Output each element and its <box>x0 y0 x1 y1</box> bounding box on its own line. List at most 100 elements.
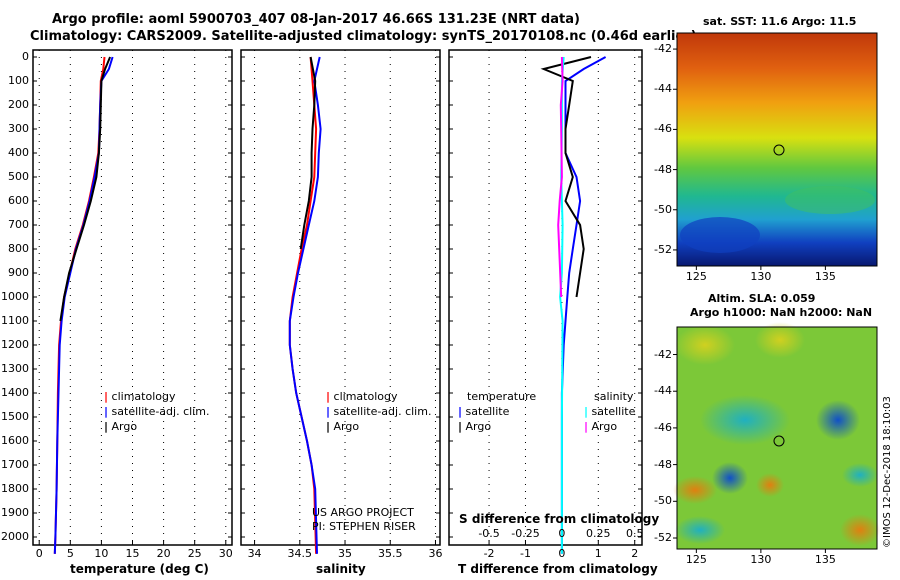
depth-tick-label: 1400 <box>1 386 29 399</box>
sst-lat-label: -44 <box>654 82 672 96</box>
difference-frame <box>448 49 643 546</box>
salinity-tick-label: 34.5 <box>287 547 313 560</box>
sst-lat-label: -48 <box>654 162 672 176</box>
sla-lat-label: -44 <box>654 384 672 398</box>
sst-lon-label: 135 <box>814 270 836 283</box>
sal-diff-tick-label: -0.25 <box>511 527 540 540</box>
depth-tick-label: 600 <box>8 194 29 207</box>
sla-map-title-1: Altim. SLA: 0.059 <box>708 292 816 305</box>
series-line-argo <box>59 56 112 322</box>
temperature-tick-label: 15 <box>125 547 140 560</box>
sla-map <box>673 322 880 550</box>
series-line-salinity-argo <box>557 56 564 298</box>
salinity-tick-label: 35.5 <box>378 547 403 560</box>
sla-lat-label: -50 <box>654 494 672 508</box>
salinity-xlabel: salinity <box>316 562 366 576</box>
series-line-temperature-argo <box>540 56 592 298</box>
salinity-tick-label: 34 <box>247 547 262 560</box>
legend-climatology: climatology <box>333 390 398 403</box>
depth-tick-label: 0 <box>22 50 29 63</box>
sla-lon-label: 130 <box>750 553 772 566</box>
sla-lat-label: -52 <box>654 530 672 544</box>
legend-temperature-header: temperature <box>467 390 537 403</box>
sst-frame <box>676 32 878 267</box>
temperature-panel <box>32 49 233 554</box>
depth-tick-label: 500 <box>8 170 29 183</box>
credit-imos: ©IMOS 12-Dec-2018 18:10:03 <box>882 396 893 548</box>
sst-lon-label: 130 <box>750 270 772 283</box>
sla-lon-label: 135 <box>814 553 836 566</box>
legend-temp-argo: Argo <box>465 420 492 433</box>
sla-argo-location-marker <box>773 435 785 447</box>
sst-map <box>676 32 878 267</box>
difference-xlabel: T difference from climatology <box>458 562 658 576</box>
salinity-tick-label: 36 <box>428 547 443 560</box>
depth-tick-label: 1800 <box>1 482 29 495</box>
credit-pi: PI: STEPHEN RISER <box>312 520 416 533</box>
series-line-temperature-satellite <box>560 56 607 554</box>
depth-tick-label: 2000 <box>1 530 29 543</box>
depth-tick-label: 800 <box>8 242 29 255</box>
difference-slabel: S difference from climatology <box>459 512 660 526</box>
depth-tick-label: 1100 <box>1 314 29 327</box>
sal-diff-tick-label: -0.5 <box>478 527 500 540</box>
sst-lon-label: 125 <box>685 270 707 283</box>
depth-tick-label: 900 <box>8 266 29 279</box>
credit-project: US ARGO PROJECT <box>312 506 414 519</box>
salinity-frame <box>240 49 441 546</box>
sla-lon-label: 125 <box>685 553 707 566</box>
sst-cold-patch <box>680 217 760 253</box>
legend-salinity-header: salinity <box>594 390 634 403</box>
legend-satellite: satellite-adj. clim. <box>111 405 210 418</box>
temp-diff-tick-label: -2 <box>483 547 495 560</box>
series-line-satellite-adj-clim- <box>288 56 322 554</box>
depth-tick-label: 1200 <box>1 338 29 351</box>
title-line-2: Climatology: CARS2009. Satellite-adjuste… <box>30 29 697 44</box>
legend-satellite: satellite-adj. clim. <box>333 405 432 418</box>
temp-diff-tick-label: 0 <box>558 547 566 560</box>
depth-tick-label: 1900 <box>1 506 29 519</box>
legend-sal-argo: Argo <box>591 420 618 433</box>
temperature-tick-label: 20 <box>156 547 171 560</box>
sal-diff-tick-label: 0.5 <box>625 527 644 540</box>
legend-argo: Argo <box>111 420 138 433</box>
depth-tick-label: 1300 <box>1 362 29 375</box>
salinity-tick-label: 35 <box>338 547 353 560</box>
temperature-tick-label: 5 <box>66 547 74 560</box>
sst-lat-label: -52 <box>654 242 672 256</box>
sst-map-title: sat. SST: 11.6 Argo: 11.5 <box>703 15 857 28</box>
depth-tick-label: 1600 <box>1 434 29 447</box>
salinity-panel <box>240 49 441 554</box>
depth-tick-label: 1000 <box>1 290 29 303</box>
series-line-argo <box>299 56 317 250</box>
sst-lat-label: -50 <box>654 202 672 216</box>
difference-panel <box>448 49 643 554</box>
temperature-tick-label: 30 <box>218 547 233 560</box>
depth-tick-label: 300 <box>8 122 29 135</box>
sla-map-title-2: Argo h1000: NaN h2000: NaN <box>690 306 873 319</box>
depth-tick-label: 400 <box>8 146 29 159</box>
title-line-1: Argo profile: aoml 5900703_407 08-Jan-20… <box>52 12 580 27</box>
legend-climatology: climatology <box>111 390 176 403</box>
legend-temp-satellite: satellite <box>465 405 510 418</box>
sla-lat-label: -46 <box>654 420 672 434</box>
sst-lat-label: -42 <box>654 42 672 56</box>
sst-argo-location-marker <box>773 144 785 156</box>
sal-diff-tick-label: 0.25 <box>586 527 611 540</box>
depth-tick-label: 200 <box>8 98 29 111</box>
depth-tick-label: 1700 <box>1 458 29 471</box>
temp-diff-tick-label: 1 <box>594 547 602 560</box>
temperature-xlabel: temperature (deg C) <box>70 562 209 576</box>
sal-diff-tick-label: 0 <box>558 527 566 540</box>
temp-diff-tick-label: -1 <box>519 547 531 560</box>
sla-frame <box>676 326 878 550</box>
depth-tick-label: 700 <box>8 218 29 231</box>
sst-lat-label: -46 <box>654 122 672 136</box>
temperature-tick-label: 25 <box>187 547 202 560</box>
series-line-salinity-satellite <box>559 56 565 554</box>
depth-tick-label: 100 <box>8 74 29 87</box>
temperature-tick-label: 10 <box>94 547 109 560</box>
legend-sal-satellite: satellite <box>591 405 636 418</box>
